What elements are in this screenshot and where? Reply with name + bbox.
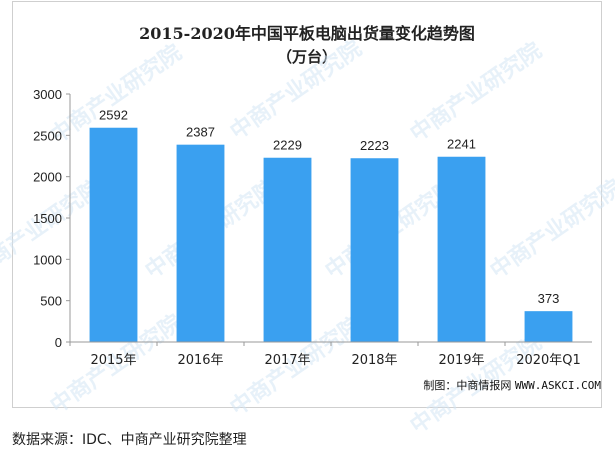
x-category-label: 2017年 [264, 353, 310, 368]
y-tick-label: 1000 [33, 252, 62, 267]
x-category-label: 2020年Q1 [516, 353, 581, 368]
x-category-label: 2015年 [90, 353, 136, 368]
bar-value-label: 2387 [186, 125, 215, 140]
y-tick-label: 1500 [33, 211, 62, 226]
bar [176, 144, 225, 342]
watermark-text: 中商产业研究院 [225, 35, 366, 145]
y-tick-label: 500 [40, 294, 62, 309]
credit-site: WWW.ASKCI.COM [514, 379, 601, 392]
x-axis: 2015年 2016年 2017年 2018年 2019年 2020年Q1 [69, 341, 592, 368]
bars: 2592 2387 2229 2223 2241 373 [89, 108, 573, 342]
bar [89, 127, 138, 342]
bar-value-label: 373 [538, 291, 560, 306]
watermark-text: 中商产业研究院 [485, 174, 615, 284]
y-tick-label: 2000 [33, 170, 62, 185]
data-source-note: 数据来源：IDC、中商产业研究院整理 [12, 432, 247, 448]
bar [524, 311, 573, 342]
bar-value-label: 2592 [99, 108, 128, 123]
bar [350, 158, 399, 342]
chart-title: 2015-2020年中国平板电脑出货量变化趋势图 [139, 24, 475, 43]
y-tick-label: 2500 [33, 128, 62, 143]
credit-label: 制图：中商情报网 [423, 379, 512, 392]
bar [263, 157, 312, 342]
bar-value-label: 2223 [360, 138, 389, 153]
y-axis: 0 500 1000 1500 2000 2500 3000 [33, 87, 71, 350]
x-category-label: 2018年 [351, 353, 397, 368]
y-tick-label: 3000 [33, 87, 62, 102]
watermark-text: 中商产业研究院 [405, 37, 546, 147]
chart-subtitle: （万台） [276, 48, 337, 66]
bar-value-label: 2241 [447, 137, 476, 152]
bar [437, 156, 486, 342]
y-tick-label: 0 [55, 335, 62, 350]
x-category-label: 2016年 [177, 353, 223, 368]
bar-value-label: 2229 [273, 138, 302, 153]
x-category-label: 2019年 [438, 353, 484, 368]
chart-credit: 制图：中商情报网 WWW.ASKCI.COM [423, 377, 601, 393]
